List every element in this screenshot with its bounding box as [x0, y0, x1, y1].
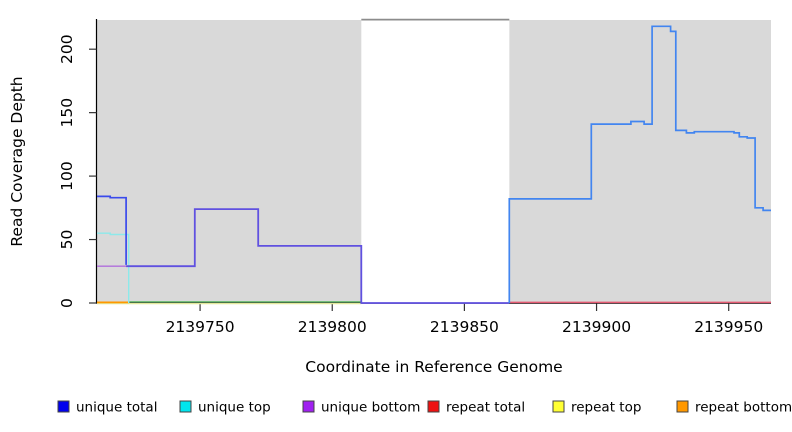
- legend-item-unique-bottom: unique bottom: [302, 400, 420, 416]
- legend-label: unique bottom: [321, 400, 420, 416]
- legend-label: unique top: [198, 400, 271, 416]
- legend-swatch-icon: [676, 400, 689, 413]
- legend-label: repeat bottom: [695, 400, 792, 416]
- series-unique-total-left-line: [97, 195, 127, 265]
- legend-item-repeat-total: repeat total: [427, 400, 525, 416]
- legend-item-unique-total: unique total: [57, 400, 157, 416]
- legend-swatch-icon: [302, 400, 315, 413]
- legend-item-repeat-bottom: repeat bottom: [676, 400, 792, 416]
- y-tick-label: 0: [58, 298, 76, 308]
- y-tick-label: 50: [58, 230, 76, 250]
- x-tick-label: 2139750: [166, 318, 235, 336]
- y-tick-label: 150: [58, 98, 76, 128]
- y-axis-title: Read Coverage Depth: [8, 76, 26, 246]
- y-tick-label: 200: [58, 34, 76, 64]
- series-unique-total-right-line: [508, 25, 771, 303]
- x-tick-label: 2139800: [298, 318, 367, 336]
- legend-swatch-icon: [552, 400, 565, 413]
- legend-swatch-icon: [427, 400, 440, 413]
- legend-label: repeat top: [571, 400, 641, 416]
- x-axis-title: Coordinate in Reference Genome: [305, 358, 562, 376]
- legend-item-unique-top: unique top: [179, 400, 271, 416]
- legend-label: repeat total: [446, 400, 525, 416]
- legend-label: unique total: [76, 400, 157, 416]
- shaded-region: [509, 20, 771, 303]
- y-tick-label: 100: [58, 161, 76, 191]
- legend-swatch-icon: [179, 400, 192, 413]
- legend-item-repeat-top: repeat top: [552, 400, 641, 416]
- series-unique-top-line: [97, 232, 130, 303]
- x-tick-label: 2139850: [430, 318, 499, 336]
- series-unique-bottom-total-overlap-line: [126, 208, 510, 304]
- shaded-region: [97, 20, 362, 303]
- x-tick-label: 2139950: [694, 318, 763, 336]
- legend-swatch-icon: [57, 400, 70, 413]
- x-tick-label: 2139900: [562, 318, 631, 336]
